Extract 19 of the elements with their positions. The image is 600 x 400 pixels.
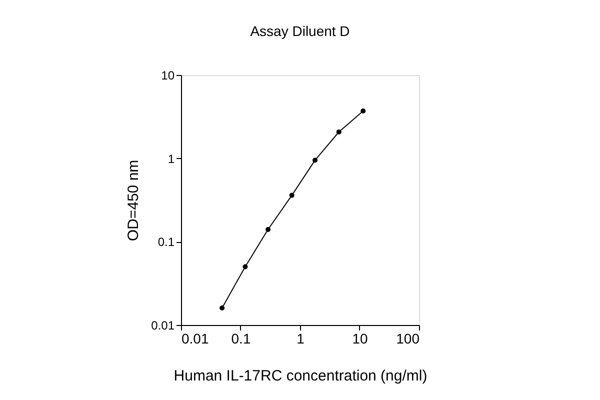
point: [289, 192, 294, 198]
y-tick-label: 0.1: [158, 235, 175, 250]
x-tick-label: 0.1: [231, 330, 251, 346]
x-tick-label: 10: [352, 330, 368, 346]
point: [360, 108, 366, 114]
y-tick-label: 1: [168, 152, 175, 166]
x-tick-label: 1: [296, 330, 305, 346]
chart-title: Assay Diluent D: [250, 23, 350, 39]
point: [312, 158, 318, 163]
y-tick-label: 10: [161, 68, 175, 82]
point: [266, 226, 271, 232]
x-tick-label: 0.01: [182, 330, 209, 346]
y-tick-label: 0.01: [151, 318, 175, 332]
point: [242, 264, 248, 270]
point: [336, 130, 342, 134]
y-axis-title: OD=450 nm: [125, 160, 142, 242]
point: [220, 305, 225, 310]
x-axis-title: Human IL-17RC concentration (ng/ml): [174, 368, 428, 384]
x-tick-label: 100: [396, 330, 420, 346]
